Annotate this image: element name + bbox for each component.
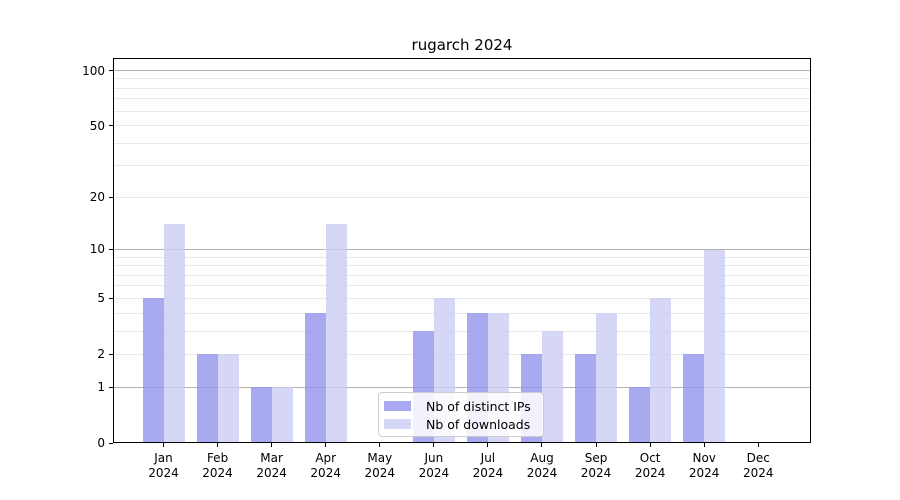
plot-area — [113, 58, 811, 443]
bar-distinct-ips-sep — [575, 354, 597, 443]
x-tick-label: Oct 2024 — [634, 451, 666, 480]
gridline-90 — [113, 78, 811, 80]
x-tick-label: Feb 2024 — [202, 451, 233, 480]
x-tick-label: Nov 2024 — [688, 451, 720, 480]
x-tick-jul — [487, 443, 489, 447]
x-tick-jun — [433, 443, 435, 447]
x-tick-label: Jul 2024 — [472, 451, 504, 480]
x-tick-label: May 2024 — [364, 451, 396, 480]
x-tick-label: Apr 2024 — [310, 451, 341, 480]
legend-swatch-distinct-ips — [384, 401, 411, 411]
y-tick-0 — [109, 442, 113, 444]
chart-title: rugarch 2024 — [411, 36, 513, 54]
y-tick-label: 10 — [89, 242, 105, 257]
bar-downloads-aug — [541, 331, 563, 443]
gridline-2 — [113, 353, 811, 355]
bar-distinct-ips-apr — [304, 313, 326, 443]
x-tick-label: Jan 2024 — [148, 451, 179, 480]
gridline-40 — [113, 142, 811, 144]
x-tick-label: Sep 2024 — [580, 451, 612, 480]
bar-distinct-ips-oct — [629, 387, 651, 443]
x-tick-may — [379, 443, 381, 447]
legend: Nb of distinct IPs Nb of downloads — [378, 392, 544, 437]
legend-swatch-downloads — [384, 419, 411, 429]
gridline-50 — [113, 125, 811, 127]
y-tick-100 — [109, 70, 113, 72]
bar-downloads-nov — [704, 249, 726, 443]
legend-label-distinct-ips: Nb of distinct IPs — [426, 398, 531, 414]
gridline-9 — [113, 256, 811, 258]
x-tick-aug — [541, 443, 543, 447]
legend-label-downloads: Nb of downloads — [426, 416, 531, 432]
x-tick-label: Aug 2024 — [526, 451, 558, 480]
bar-distinct-ips-jan — [142, 298, 164, 443]
x-tick-nov — [703, 443, 705, 447]
gridline-6 — [113, 285, 811, 287]
bar-distinct-ips-mar — [250, 387, 272, 443]
y-tick-label: 5 — [97, 291, 105, 306]
bar-downloads-oct — [650, 298, 672, 443]
x-tick-oct — [649, 443, 651, 447]
y-tick-20 — [109, 196, 113, 198]
x-tick-dec — [757, 443, 759, 447]
bar-downloads-feb — [217, 354, 239, 443]
bar-downloads-apr — [325, 224, 347, 443]
y-tick-label: 100 — [82, 63, 105, 78]
gridline-5 — [113, 297, 811, 299]
x-tick-mar — [271, 443, 273, 447]
gridline-60 — [113, 110, 811, 112]
gridline-70 — [113, 98, 811, 100]
y-tick-50 — [109, 125, 113, 127]
legend-entry-distinct-ips: Nb of distinct IPs — [384, 397, 543, 415]
gridline-7 — [113, 274, 811, 276]
gridline-4 — [113, 312, 811, 314]
gridline-3 — [113, 330, 811, 332]
bar-downloads-mar — [271, 387, 293, 443]
bar-downloads-jan — [163, 224, 185, 443]
gridline-10 — [113, 248, 811, 250]
x-tick-sep — [595, 443, 597, 447]
gridline-80 — [113, 87, 811, 89]
y-tick-5 — [109, 297, 113, 299]
y-tick-label: 0 — [97, 436, 105, 450]
legend-entry-downloads: Nb of downloads — [384, 415, 543, 433]
y-tick-label: 2 — [97, 347, 105, 362]
x-tick-jan — [163, 443, 164, 447]
gridline-100 — [113, 70, 811, 72]
y-tick-label: 50 — [89, 118, 105, 133]
y-tick-10 — [109, 248, 113, 250]
gridline-30 — [113, 165, 811, 167]
x-tick-label: Mar 2024 — [256, 451, 287, 480]
gridline-20 — [113, 196, 811, 198]
x-tick-apr — [325, 443, 327, 447]
x-tick-label: Jun 2024 — [418, 451, 450, 480]
bar-distinct-ips-nov — [683, 354, 705, 443]
y-tick-label: 20 — [89, 190, 105, 205]
x-tick-feb — [217, 443, 219, 447]
gridline-1 — [113, 386, 811, 388]
x-tick-label: Dec 2024 — [742, 451, 774, 480]
bar-downloads-sep — [596, 313, 618, 443]
bar-distinct-ips-feb — [196, 354, 218, 443]
gridline-8 — [113, 265, 811, 267]
y-tick-label: 1 — [97, 380, 105, 395]
y-tick-1 — [109, 386, 113, 388]
y-tick-2 — [109, 353, 113, 355]
